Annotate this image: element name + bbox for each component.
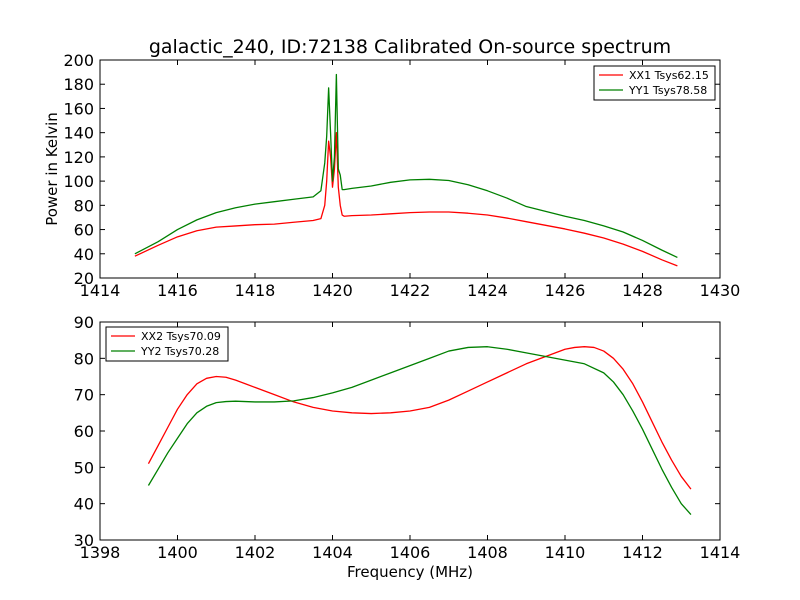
y-tick-label: 20 [74, 269, 94, 288]
y-tick-label: 30 [74, 531, 94, 550]
x-tick-label: 1416 [157, 281, 198, 300]
y-tick-label: 140 [63, 124, 94, 143]
y-tick-label: 40 [74, 245, 94, 264]
y-tick-label: 40 [74, 495, 94, 514]
x-tick-label: 1408 [467, 543, 508, 562]
x-tick-label: 1424 [467, 281, 508, 300]
y-tick-label: 160 [63, 99, 94, 118]
y-tick-label: 80 [74, 196, 94, 215]
y-tick-label: 200 [63, 51, 94, 70]
y-tick-label: 60 [74, 221, 94, 240]
legend: XX2 Tsys70.09 YY2 Tsys70.28 [105, 326, 229, 362]
y-tick-label: 80 [74, 349, 94, 368]
y-tick-label: 50 [74, 458, 94, 477]
bottom-panel-plot: 1398 1400 1402 1404 1406 1408 1410 1412 1414 30 40… [74, 313, 741, 581]
x-tick-label: 1414 [700, 543, 741, 562]
legend-box [105, 326, 229, 362]
x-tick-label: 1428 [622, 281, 663, 300]
figure-title: galactic_240, ID:72138 Calibrated On-sou… [149, 36, 671, 58]
series-line-2 [147, 346, 692, 516]
legend-label: YY1 Tsys78.58 [628, 84, 707, 97]
x-tick-label: 1414 [80, 281, 121, 300]
y-tick-label: 60 [74, 422, 94, 441]
y-tick-label: 100 [63, 172, 94, 191]
top-panel-plot: 1414 1416 1418 1420 1422 1424 1426 1428 1430 20 40… [43, 51, 740, 300]
x-tick-label: 1422 [390, 281, 431, 300]
legend-label: XX1 Tsys62.15 [629, 69, 709, 82]
y-tick-label: 120 [63, 148, 94, 167]
x-tick-label: 1430 [700, 281, 741, 300]
x-tick-label: 1420 [312, 281, 353, 300]
x-tick-label: 1402 [235, 543, 276, 562]
y-tick-label: 90 [74, 313, 94, 332]
legend-label: XX2 Tsys70.09 [141, 330, 221, 343]
x-tick-label: 1398 [80, 543, 121, 562]
x-tick-label: 1412 [622, 543, 663, 562]
legend: XX1 Tsys62.15 YY1 Tsys78.58 [593, 65, 716, 101]
y-tick-label: 70 [74, 386, 94, 405]
x-axis-label: Frequency (MHz) [347, 563, 473, 581]
x-tick-label: 1400 [157, 543, 198, 562]
series-line-1 [134, 132, 678, 267]
legend-box [593, 65, 716, 101]
y-axis-label: Power in Kelvin [43, 112, 61, 226]
legend-label: YY2 Tsys70.28 [140, 345, 219, 358]
x-tick-label: 1418 [235, 281, 276, 300]
x-tick-label: 1410 [545, 543, 586, 562]
series-line-2 [134, 73, 678, 258]
x-tick-label: 1426 [545, 281, 586, 300]
x-tick-label: 1406 [390, 543, 431, 562]
y-tick-label: 180 [63, 75, 94, 94]
x-tick-label: 1404 [312, 543, 353, 562]
series-line-1 [147, 346, 692, 490]
